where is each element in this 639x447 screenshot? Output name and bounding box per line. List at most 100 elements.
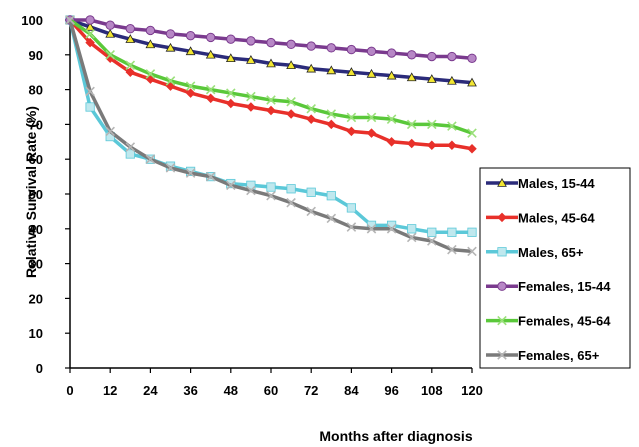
data-point (105, 28, 116, 38)
data-point (165, 29, 176, 39)
data-point (246, 102, 256, 112)
data-point (467, 77, 477, 87)
x-axis-ticks: 0 12 24 36 48 60 72 84 96 108 120 (66, 368, 483, 398)
data-point (326, 119, 337, 130)
data-point (226, 180, 236, 191)
y-tick-label: 20 (29, 291, 43, 306)
legend-label: Males, 15-44 (518, 176, 595, 191)
data-point (226, 34, 236, 44)
data-point (286, 97, 296, 107)
series-males-15-44 (65, 14, 477, 87)
x-tick-label: 120 (461, 383, 483, 398)
data-point (266, 182, 276, 192)
data-point (205, 84, 216, 95)
data-point (467, 143, 477, 154)
series-females-45-64 (65, 15, 477, 138)
data-point (326, 65, 337, 75)
data-point (266, 58, 276, 68)
data-point (165, 42, 176, 52)
data-point (386, 137, 397, 147)
legend-item: Females, 65+ (486, 348, 600, 363)
data-point (366, 128, 377, 138)
data-point (145, 25, 156, 36)
series-females-65- (65, 15, 477, 257)
data-point (246, 36, 256, 46)
legend-item: Males, 15-44 (486, 176, 595, 191)
data-point (85, 15, 95, 25)
y-tick-label: 60 (29, 152, 43, 167)
data-point (65, 15, 75, 25)
data-point (266, 95, 276, 105)
y-tick-label: 10 (29, 326, 43, 341)
x-axis-title: Months after diagnosis (319, 428, 472, 444)
data-point (205, 93, 216, 104)
y-tick-label: 90 (29, 48, 43, 63)
data-point (125, 60, 136, 71)
data-point (165, 163, 176, 173)
data-point (346, 44, 357, 55)
data-point (286, 109, 296, 119)
data-point (246, 185, 256, 196)
x-tick-label: 48 (224, 383, 238, 398)
y-axis-title: Relative Survival Rate (%) (23, 106, 39, 278)
data-point (225, 53, 236, 63)
data-point (406, 72, 417, 82)
x-tick-label: 96 (384, 383, 398, 398)
data-point (85, 21, 95, 31)
data-point (125, 34, 136, 43)
data-point (85, 37, 95, 48)
y-tick-label: 80 (29, 83, 43, 98)
data-point (306, 41, 316, 51)
data-point (246, 91, 256, 102)
data-point (366, 112, 377, 123)
data-point (346, 112, 357, 123)
data-point (447, 51, 457, 62)
data-point (286, 60, 296, 69)
legend-marker (497, 247, 507, 257)
data-point (426, 74, 437, 83)
legend-marker (497, 350, 507, 360)
legend: Males, 15-44 Males, 45-64 Males, 65+ Female… (479, 167, 631, 369)
y-tick-label: 70 (29, 117, 43, 132)
data-point (145, 39, 156, 49)
data-point (326, 191, 336, 201)
legend-item: Females, 45-64 (486, 314, 611, 329)
y-axis-ticks: 0 10 20 30 40 50 60 70 80 90 100 (21, 13, 70, 376)
data-point (306, 187, 316, 197)
data-point (467, 128, 477, 138)
data-point (447, 227, 457, 237)
data-point (346, 126, 357, 137)
data-point (246, 54, 256, 64)
x-tick-label: 72 (304, 383, 318, 398)
legend-label: Females, 45-64 (518, 314, 611, 329)
data-point (467, 53, 477, 63)
data-point (306, 63, 317, 73)
data-point (346, 203, 357, 213)
series-layer (65, 14, 477, 257)
y-tick-label: 50 (29, 187, 43, 202)
y-tick-label: 100 (21, 13, 43, 28)
data-point (125, 149, 135, 159)
x-tick-label: 60 (264, 383, 278, 398)
data-point (286, 184, 296, 194)
data-point (266, 190, 276, 201)
data-point (427, 51, 437, 62)
data-point (306, 206, 316, 217)
data-point (427, 236, 437, 246)
data-point (185, 88, 196, 98)
data-point (165, 76, 176, 86)
data-point (205, 171, 216, 182)
legend-box (479, 167, 631, 369)
data-point (105, 126, 115, 137)
data-point (286, 39, 296, 50)
data-point (306, 103, 316, 114)
data-point (266, 105, 276, 116)
legend-label: Males, 45-64 (518, 210, 595, 225)
data-point (326, 213, 337, 224)
data-point (85, 102, 95, 112)
legend-marker (497, 315, 507, 326)
data-point (326, 43, 336, 53)
data-point (386, 70, 397, 80)
data-point (447, 75, 457, 85)
